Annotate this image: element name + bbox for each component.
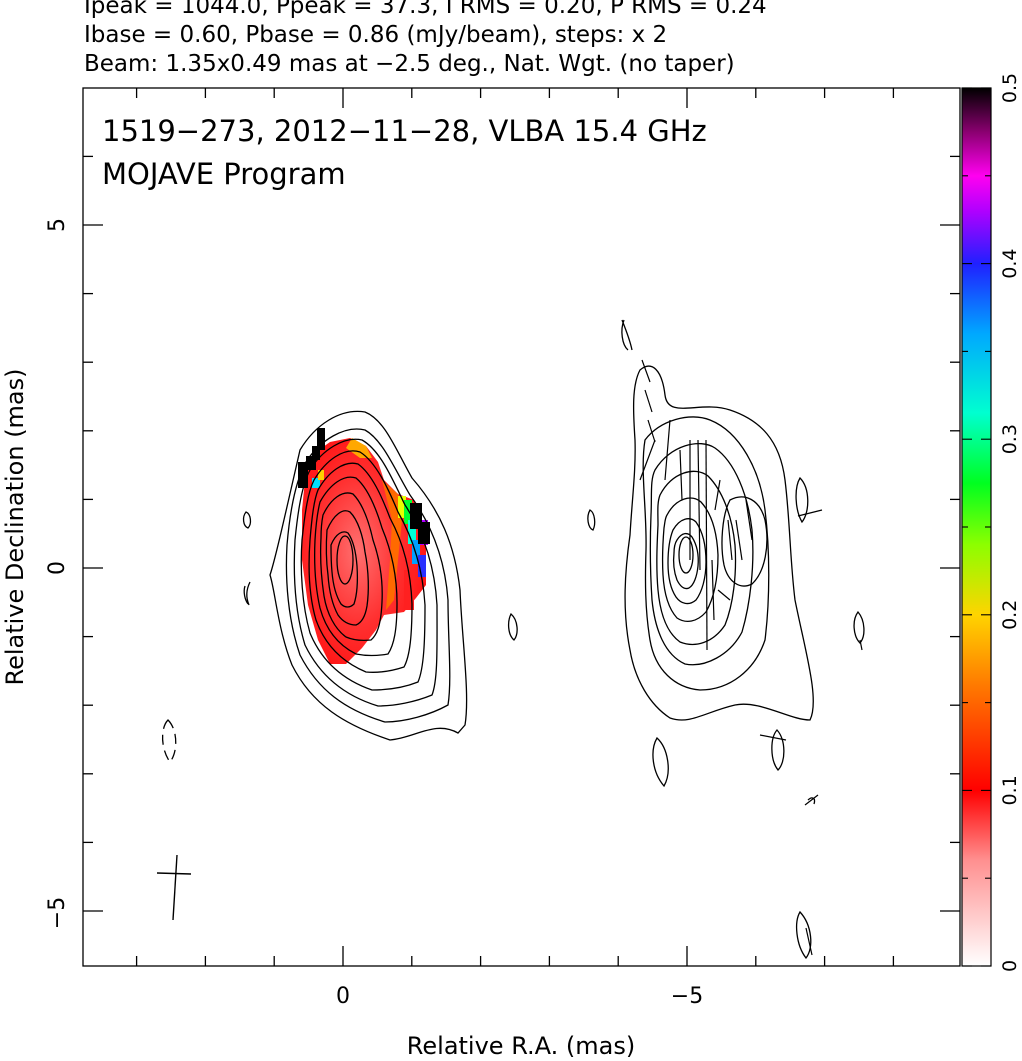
y-tick-label-1: 0 [45, 561, 70, 575]
x-axis-label: Relative R.A. (mas) [407, 1032, 635, 1060]
header-line-base: Ibase = 0.60, Pbase = 0.86 (mJy/beam), s… [84, 22, 668, 48]
colorbar-label-1: 0.1 [999, 775, 1021, 805]
x-tick-label-0: 0 [336, 984, 350, 1009]
colorbar-label-2: 0.2 [999, 600, 1021, 630]
y-axis-label: Relative Declination (mas) [1, 368, 29, 685]
polarization-vectors [639, 359, 863, 956]
chart-title: 1519−273, 2012−11−28, VLBA 15.4 GHz [102, 114, 707, 148]
header-line-peak: Ipeak = 1044.0, Ppeak = 37.3, I RMS = 0.… [84, 0, 767, 19]
x-tick-label-1: −5 [671, 984, 703, 1009]
beam-marker [156, 854, 192, 921]
core-contours [161, 410, 596, 764]
chart-subtitle: MOJAVE Program [102, 157, 346, 191]
jet-contours [621, 319, 865, 960]
colorbar-labels: 0 0.1 0.2 0.3 0.4 0.5 [999, 73, 1021, 972]
axis-ticks [83, 88, 960, 966]
colorbar-label-3: 0.3 [999, 424, 1021, 454]
colorbar-label-0: 0 [999, 960, 1021, 972]
plot-frame [82, 87, 961, 967]
header-line-beam: Beam: 1.35x0.49 mas at −2.5 deg., Nat. W… [84, 51, 735, 77]
polarization-color-map [298, 428, 430, 664]
colorbar-label-4: 0.4 [999, 248, 1021, 278]
y-tick-label-2: 5 [45, 218, 70, 232]
colorbar-label-5: 0.5 [999, 73, 1021, 103]
y-tick-label-0: −5 [45, 897, 70, 929]
colorbar-ticks [962, 87, 991, 967]
